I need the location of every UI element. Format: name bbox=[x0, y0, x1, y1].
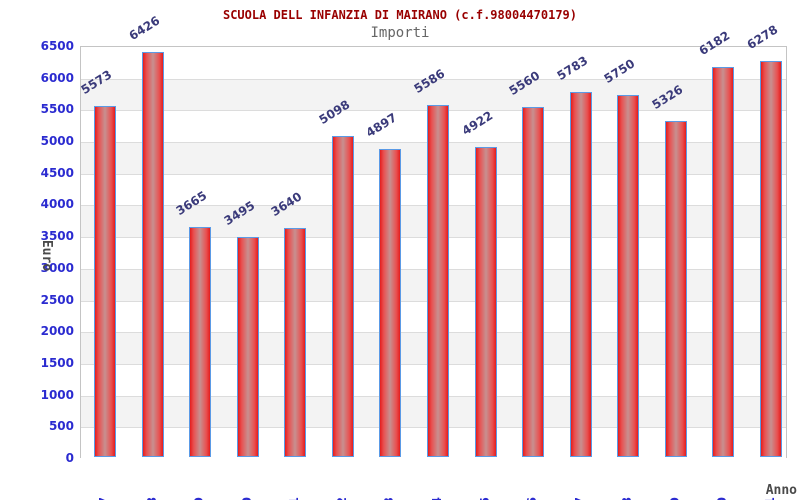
y-tick-label: 0 bbox=[65, 451, 74, 465]
bar-2012 bbox=[331, 135, 354, 457]
y-tick-label: 4000 bbox=[40, 197, 74, 212]
x-tick-box: 2015 bbox=[477, 461, 493, 500]
y-tick-label: 3500 bbox=[40, 229, 74, 244]
y-tick-label: 4500 bbox=[40, 165, 74, 180]
y-tick-label: 500 bbox=[48, 419, 74, 434]
x-tick-box: 2018 bbox=[619, 461, 635, 500]
chart-title: SCUOLA DELL INFANZIA DI MAIRANO (c.f.980… bbox=[222, 8, 577, 22]
bar-2007 bbox=[94, 105, 116, 457]
bar-2011 bbox=[284, 228, 307, 457]
x-tick-box: 2013 bbox=[381, 461, 397, 500]
gridline bbox=[81, 78, 786, 80]
y-tick-label: 2000 bbox=[40, 324, 74, 339]
plot-area bbox=[80, 46, 787, 459]
x-tick-box: 2012 bbox=[334, 461, 350, 500]
bar-2018 bbox=[617, 94, 640, 457]
bar-2016 bbox=[522, 106, 545, 457]
bar-2013 bbox=[379, 148, 402, 457]
x-tick-box: 2010 bbox=[239, 461, 255, 500]
x-tick-box: 2011 bbox=[286, 461, 302, 500]
y-tick-label: 6000 bbox=[40, 70, 74, 85]
y-tick-label: 3000 bbox=[40, 260, 74, 275]
bar-2014 bbox=[427, 104, 449, 457]
x-axis-title: Anno bbox=[765, 483, 797, 498]
y-tick-label: 5000 bbox=[40, 134, 74, 149]
bar-2020 bbox=[712, 67, 735, 457]
bar-2008 bbox=[141, 51, 164, 457]
y-tick-label: 1500 bbox=[40, 355, 74, 370]
y-tick-label: 5500 bbox=[40, 102, 74, 117]
x-tick-box: 2007 bbox=[96, 461, 112, 500]
x-tick-box: 2016 bbox=[524, 461, 540, 500]
y-tick-label: 2500 bbox=[40, 292, 74, 307]
bar-2019 bbox=[664, 121, 687, 457]
x-tick-box: 2009 bbox=[191, 461, 207, 500]
x-tick-box: 2014 bbox=[429, 461, 445, 500]
bar-2021 bbox=[760, 61, 782, 457]
x-tick-box: 2020 bbox=[714, 461, 730, 500]
bar-2017 bbox=[569, 92, 592, 457]
y-tick-label: 6500 bbox=[40, 39, 74, 53]
x-tick-box: 2008 bbox=[144, 461, 160, 500]
chart-subtitle: Importi bbox=[370, 25, 430, 41]
bar-2010 bbox=[236, 237, 259, 457]
bar-2015 bbox=[474, 147, 497, 457]
x-tick-box: 2019 bbox=[667, 461, 683, 500]
x-tick-box: 2017 bbox=[572, 461, 588, 500]
y-grid-band bbox=[81, 47, 786, 79]
bar-2009 bbox=[189, 226, 212, 457]
y-tick-label: 1000 bbox=[40, 387, 74, 402]
y-axis-title: Euro bbox=[39, 239, 55, 271]
